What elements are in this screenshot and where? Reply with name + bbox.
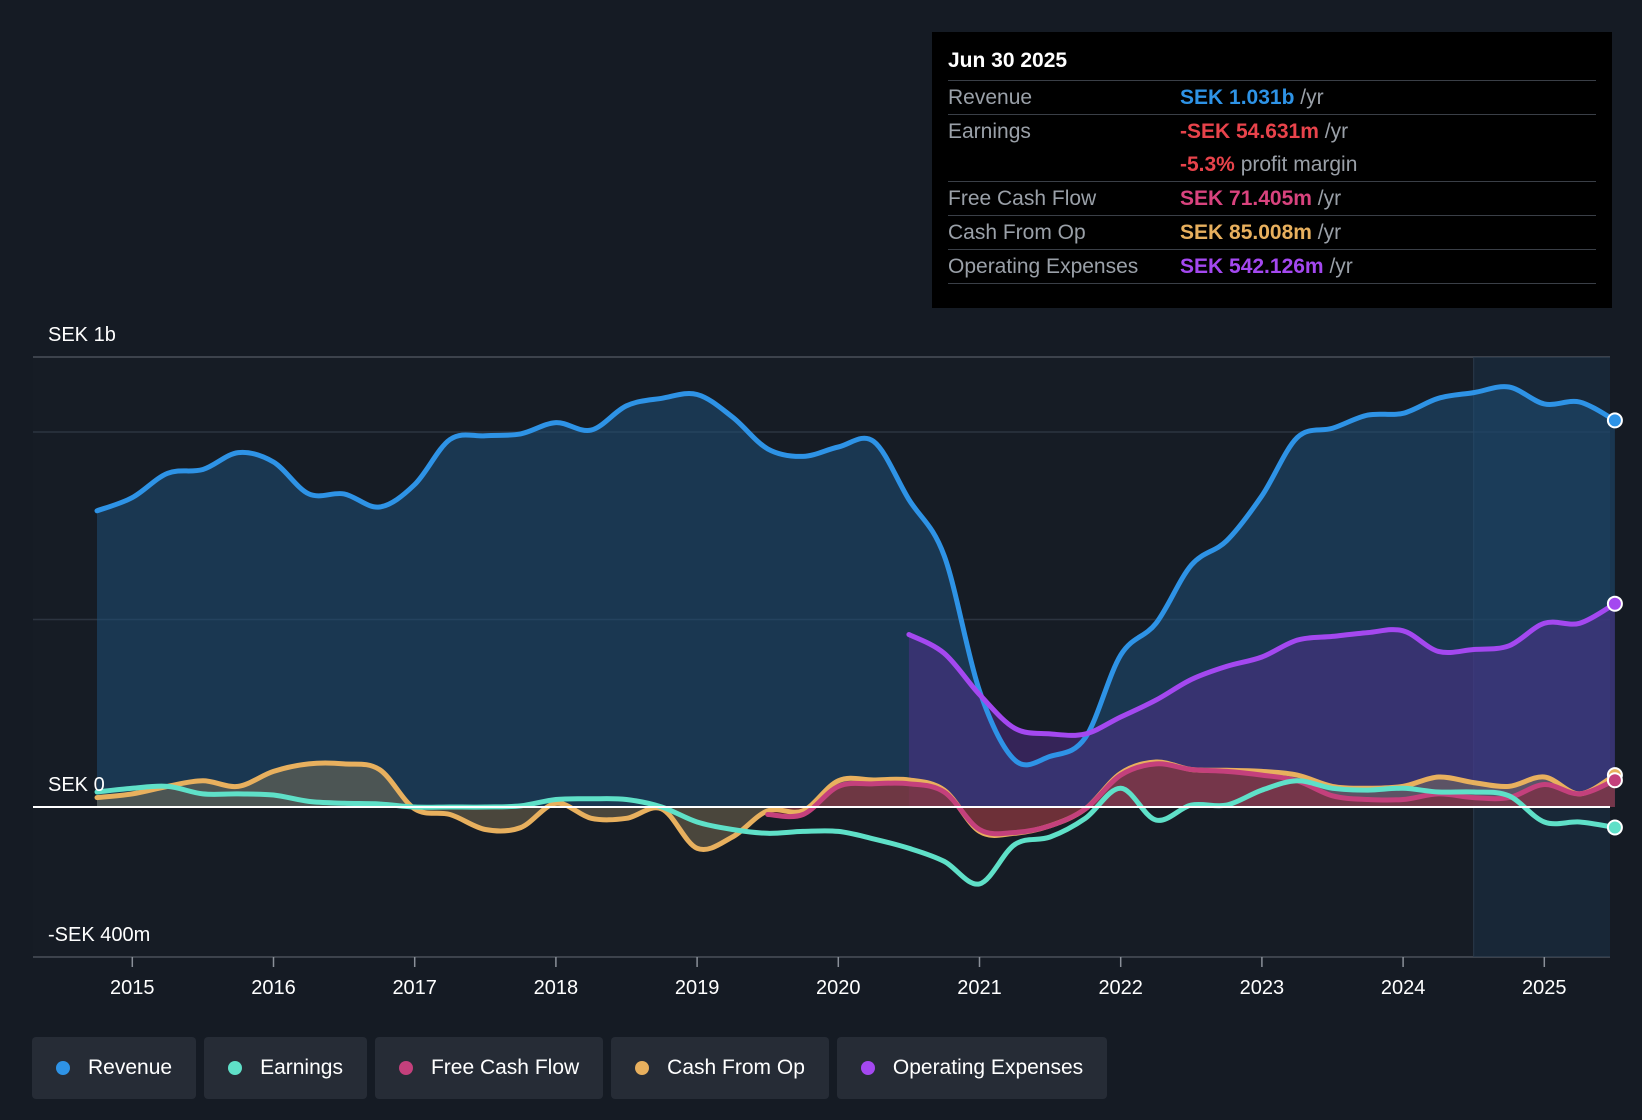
tooltip-value: SEK 1.031b bbox=[1180, 85, 1295, 109]
earnings-dot-icon bbox=[228, 1061, 243, 1075]
x-tick-label: 2019 bbox=[675, 977, 720, 999]
series-areas bbox=[97, 386, 1615, 850]
x-tick-label: 2022 bbox=[1098, 977, 1143, 999]
series-end-markers bbox=[1606, 412, 1623, 836]
tooltip-unit: /yr bbox=[1311, 186, 1342, 210]
legend-label: Earnings bbox=[260, 1056, 343, 1079]
x-tick-label: 2024 bbox=[1381, 977, 1426, 999]
tooltip-value: SEK 542.126m bbox=[1180, 254, 1324, 278]
operating-expenses-line bbox=[906, 601, 1618, 738]
tooltip-row-cash-from-op: Cash From Op SEK 85.008m /yr bbox=[948, 215, 1596, 250]
x-tick-label: 2025 bbox=[1522, 977, 1567, 999]
free-cash-flow-dot-icon bbox=[398, 1061, 413, 1075]
tooltip-label: Earnings bbox=[948, 114, 1180, 148]
legend-label: Revenue bbox=[88, 1056, 173, 1079]
tooltip-label: Revenue bbox=[948, 80, 1180, 115]
legend-label: Operating Expenses bbox=[892, 1056, 1084, 1079]
y-tick-label: SEK 0 bbox=[48, 774, 105, 796]
tooltip-unit: /yr bbox=[1294, 85, 1324, 109]
legend-item-revenue[interactable]: Revenue bbox=[32, 1037, 197, 1099]
tooltip-unit: /yr bbox=[1311, 220, 1342, 244]
legend-label: Free Cash Flow bbox=[430, 1056, 580, 1079]
tooltip-value: -SEK 54.631m bbox=[1180, 119, 1319, 143]
operating-expenses-dot-icon bbox=[860, 1061, 875, 1075]
tooltip-table: Revenue SEK 1.031b /yr Earnings -SEK 54.… bbox=[948, 80, 1596, 284]
legend-item-free-cash-flow[interactable]: Free Cash Flow bbox=[374, 1037, 604, 1099]
operating-expenses-end-marker bbox=[1606, 595, 1623, 612]
tooltip-value: SEK 71.405m bbox=[1180, 186, 1312, 210]
tooltip-row-free-cash-flow: Free Cash Flow SEK 71.405m /yr bbox=[948, 181, 1596, 216]
tooltip-row-operating-expenses: Operating Expenses SEK 542.126m /yr bbox=[948, 249, 1596, 284]
tooltip-value: -5.3% bbox=[1180, 152, 1235, 176]
tooltip-row-earnings: Earnings -SEK 54.631m /yr bbox=[948, 114, 1596, 148]
x-tick-label: 2015 bbox=[110, 977, 155, 999]
x-tick-label: 2017 bbox=[392, 977, 437, 999]
revenue-end-marker bbox=[1606, 412, 1623, 429]
free-cash-flow-line bbox=[765, 761, 1618, 837]
y-tick-label: -SEK 400m bbox=[48, 924, 150, 946]
tooltip-label: Cash From Op bbox=[948, 215, 1180, 250]
x-axis: 2015 2016 2017 2018 2019 2020 2021 2022 2023 2024… bbox=[110, 957, 1567, 999]
revenue-area bbox=[97, 386, 1615, 807]
earnings-line bbox=[94, 778, 1618, 887]
tooltip-value: SEK 85.008m bbox=[1180, 220, 1312, 244]
revenue-dot-icon bbox=[56, 1061, 70, 1075]
tooltip-date: Jun 30 2025 bbox=[948, 49, 1068, 72]
series-lines bbox=[94, 384, 1618, 887]
cash-from-op-dot-icon bbox=[635, 1061, 650, 1075]
x-tick-label: 2020 bbox=[816, 977, 861, 999]
tooltip-unit: /yr bbox=[1318, 119, 1349, 143]
revenue-line bbox=[94, 384, 1618, 768]
tooltip-row-profit-margin: -5.3% profit margin bbox=[948, 148, 1596, 182]
x-tick-label: 2021 bbox=[957, 977, 1002, 999]
free-cash-flow-area bbox=[767, 763, 1615, 834]
legend-item-cash-from-op[interactable]: Cash From Op bbox=[611, 1037, 829, 1099]
y-axis-labels: SEK 1b SEK 0 -SEK 400m bbox=[48, 324, 150, 946]
free-cash-flow-end-marker bbox=[1606, 772, 1623, 789]
tooltip-label bbox=[948, 148, 1180, 182]
x-tick-label: 2016 bbox=[251, 977, 296, 999]
tooltip-label: Operating Expenses bbox=[948, 249, 1180, 284]
legend: Revenue Earnings Free Cash Flow Cash Fro… bbox=[32, 1037, 1108, 1099]
legend-item-operating-expenses[interactable]: Operating Expenses bbox=[836, 1037, 1108, 1099]
tooltip-panel: Jun 30 2025 Revenue SEK 1.031b /yr Earni… bbox=[932, 32, 1612, 308]
legend-label: Cash From Op bbox=[667, 1056, 805, 1079]
y-tick-label: SEK 1b bbox=[48, 324, 116, 346]
tooltip-row-revenue: Revenue SEK 1.031b /yr bbox=[948, 80, 1596, 115]
earnings-end-marker bbox=[1606, 819, 1623, 836]
tooltip-label: Free Cash Flow bbox=[948, 181, 1180, 216]
legend-item-earnings[interactable]: Earnings bbox=[204, 1037, 367, 1099]
x-tick-label: 2023 bbox=[1240, 977, 1285, 999]
tooltip-unit: /yr bbox=[1323, 254, 1353, 278]
tooltip-unit: profit margin bbox=[1234, 152, 1358, 176]
operating-expenses-area bbox=[908, 603, 1615, 807]
x-tick-label: 2018 bbox=[534, 977, 579, 999]
